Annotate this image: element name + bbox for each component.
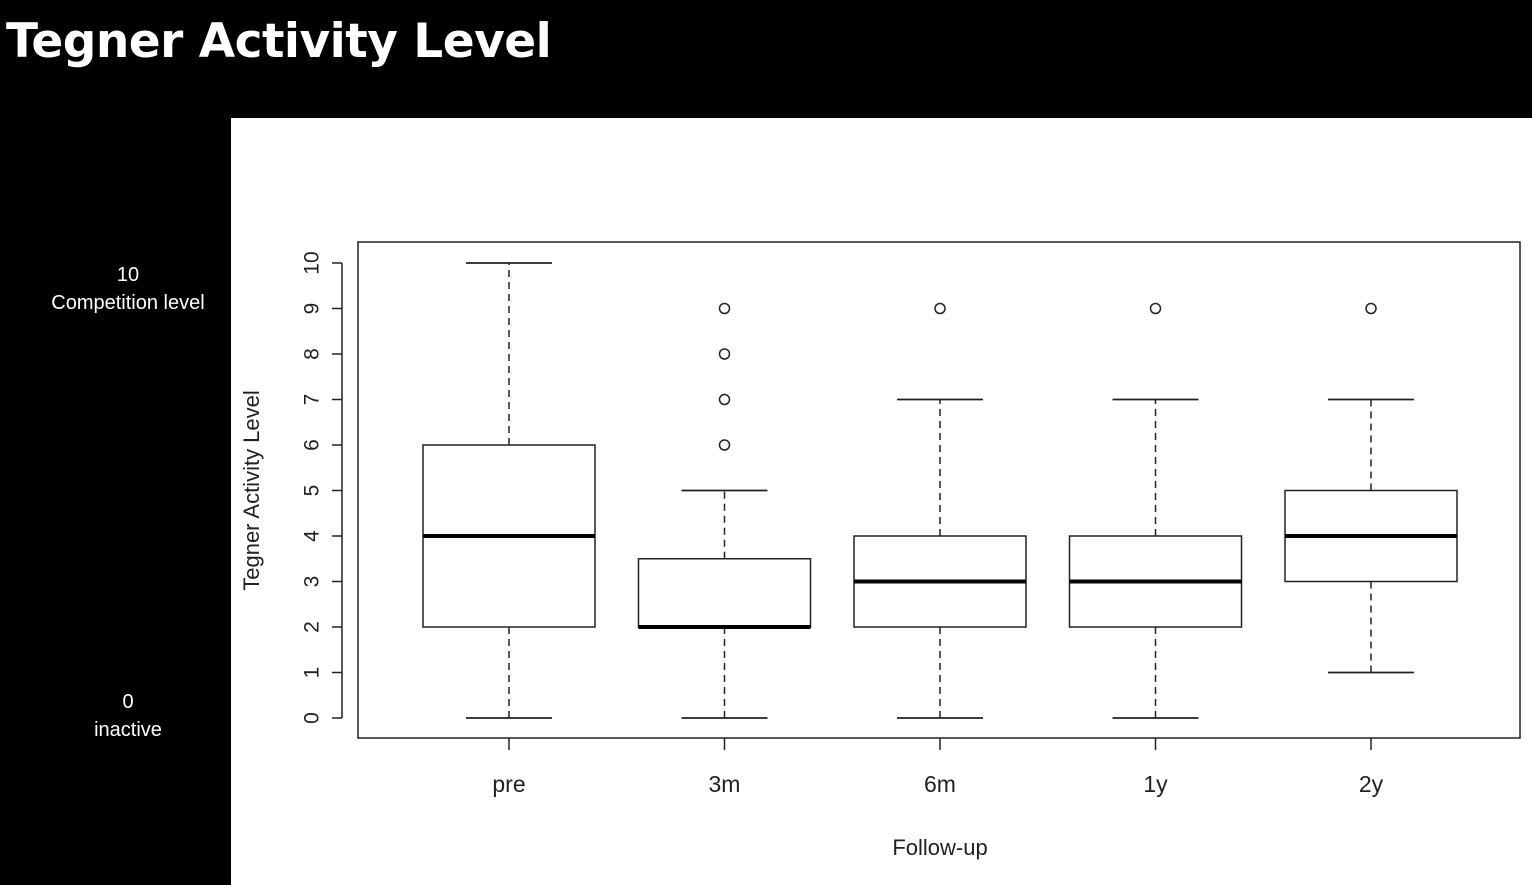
outlier-point <box>718 439 731 451</box>
scale-top-value: 10 <box>116 264 140 286</box>
slide-title: Tegner Activity Level <box>6 14 552 69</box>
chart-panel: 0 1 2 3 4 5 6 7 8 9 10 pre 3m 6m 1y 2y Tegner Activity… <box>231 118 1532 885</box>
outlier-point <box>1365 302 1377 315</box>
scale-bottom-value: 0 <box>122 691 134 713</box>
x-axis-label: Follow-up <box>892 835 987 860</box>
x-tick-label: 1y <box>1143 771 1168 797</box>
y-tick-label: 0 <box>301 712 324 724</box>
y-axis-label: Tegner Activity Level <box>239 390 264 591</box>
y-tick-label: 10 <box>301 251 324 274</box>
x-tick-label: 2y <box>1359 771 1384 797</box>
y-tick-label: 1 <box>301 667 324 679</box>
box-2y <box>1284 302 1458 674</box>
x-tick-label: 6m <box>924 771 956 797</box>
outlier-point <box>718 302 731 315</box>
outlier-point <box>934 302 946 315</box>
y-tick-label: 6 <box>301 439 324 451</box>
scale-top-label: Competition level <box>51 292 205 314</box>
y-tick-label: 8 <box>301 348 324 360</box>
scale-top-note: 10 Competition level <box>0 261 256 317</box>
x-tick-label: 3m <box>709 771 741 797</box>
outlier-point <box>718 348 731 360</box>
iqr-box <box>637 558 812 628</box>
scale-bottom-label: inactive <box>94 719 162 741</box>
y-tick-label: 3 <box>301 576 324 588</box>
box-1y <box>1068 302 1243 719</box>
y-tick-label: 9 <box>301 303 324 315</box>
box-3m <box>637 302 812 719</box>
scale-bottom-note: 0 inactive <box>0 688 256 744</box>
boxplot-chart: 0 1 2 3 4 5 6 7 8 9 10 pre 3m 6m 1y 2y Tegner Activity… <box>239 241 1521 860</box>
outlier-point <box>718 393 731 406</box>
y-tick-label: 4 <box>301 530 324 542</box>
y-axis: 0 1 2 3 4 5 6 7 8 9 10 <box>301 251 343 724</box>
outlier-point <box>1149 302 1162 315</box>
boxes-group <box>422 262 1458 719</box>
x-tick-label: pre <box>492 771 525 797</box>
y-tick-label: 5 <box>301 485 324 497</box>
plot-frame <box>357 241 1521 739</box>
box-pre <box>422 262 596 719</box>
box-6m <box>853 302 1027 719</box>
y-tick-label: 2 <box>301 621 324 633</box>
y-tick-label: 7 <box>301 394 324 406</box>
x-axis: pre 3m 6m 1y 2y <box>492 738 1384 797</box>
